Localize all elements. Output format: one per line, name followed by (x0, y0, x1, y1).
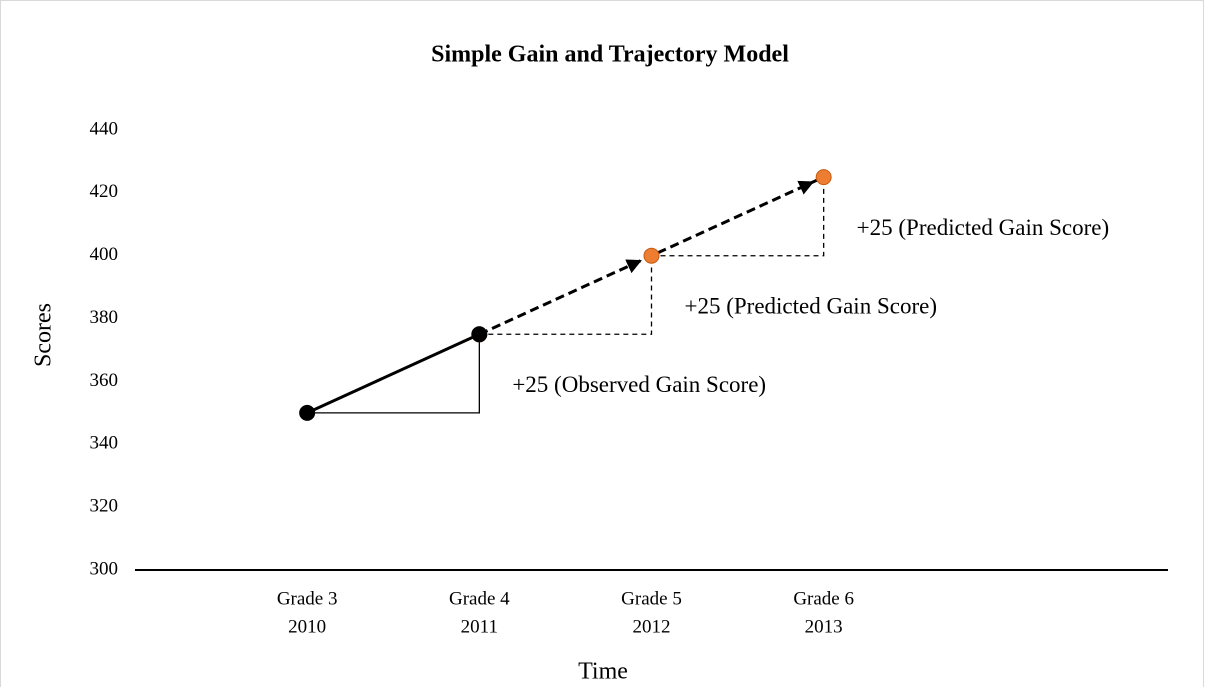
y-tick-label: 380 (90, 307, 119, 328)
x-tick-label: 2011 (461, 616, 498, 637)
y-tick-label: 400 (90, 244, 119, 265)
y-tick-label: 300 (90, 558, 119, 579)
gain-guide (479, 255, 653, 335)
data-point (471, 326, 488, 343)
x-axis-label: Time (578, 659, 628, 685)
annotation: +25 (Observed Gain Score) (512, 372, 766, 397)
data-point (299, 404, 316, 421)
gain-guide (307, 334, 480, 414)
x-tick-label: Grade 3 (277, 588, 338, 609)
y-tick-label: 340 (90, 433, 119, 454)
y-tick-label: 440 (90, 118, 119, 139)
x-tick-label: 2010 (288, 616, 326, 637)
y-tick-label: 320 (90, 496, 119, 517)
x-tick-label: 2013 (805, 616, 843, 637)
y-axis-label: Scores (31, 303, 57, 367)
data-point (643, 247, 660, 264)
chart-title: Simple Gain and Trajectory Model (431, 42, 789, 68)
data-point (815, 169, 832, 186)
annotation: +25 (Predicted Gain Score) (685, 294, 937, 319)
y-tick-label: 360 (90, 370, 119, 391)
annotation: +25 (Predicted Gain Score) (857, 215, 1109, 240)
y-tick-label: 420 (90, 181, 119, 202)
x-tick-label: 2012 (633, 616, 671, 637)
x-tick-label: Grade 6 (793, 588, 854, 609)
series-line (306, 332, 480, 415)
x-tick-label: Grade 4 (449, 588, 510, 609)
x-tick-label: Grade 5 (621, 588, 682, 609)
